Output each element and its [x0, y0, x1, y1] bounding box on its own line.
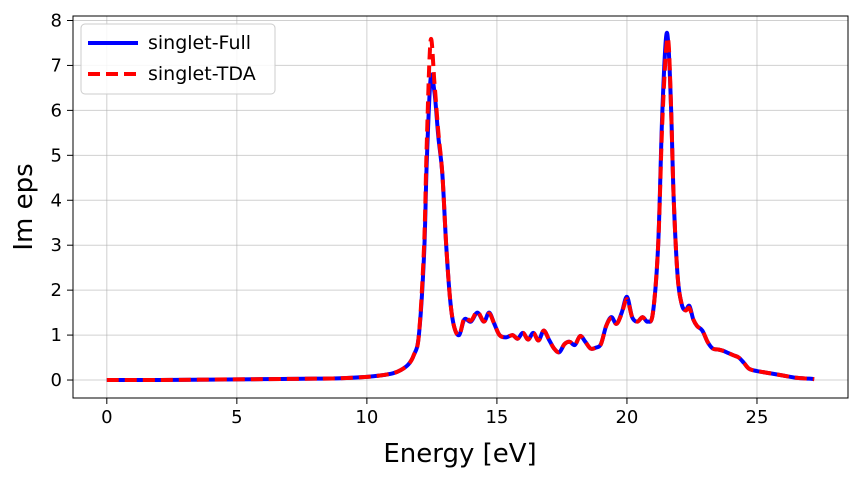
x-tick-label: 0	[101, 407, 112, 428]
y-axis-label: Im eps	[9, 163, 39, 250]
y-tick-label: 7	[51, 55, 62, 76]
series-line-singlet-full	[106, 30, 815, 383]
x-tick-label: 25	[746, 407, 769, 428]
y-tick-label: 0	[51, 370, 62, 391]
grid	[73, 16, 848, 398]
series-layer	[106, 30, 815, 383]
x-tick-label: 10	[355, 407, 378, 428]
legend-label-singlet-tda: singlet-TDA	[148, 63, 256, 85]
legend: singlet-Full singlet-TDA	[80, 23, 276, 95]
y-tick-label: 3	[51, 235, 62, 256]
y-ticks: 0 1 2 3 4 5 6 7 8	[51, 10, 73, 391]
y-tick-label: 1	[51, 325, 62, 346]
x-ticks: 0 5 10 15 20 25	[101, 398, 768, 428]
y-tick-label: 4	[51, 190, 62, 211]
plot-area-frame	[72, 15, 849, 399]
x-tick-label: 5	[231, 407, 242, 428]
y-tick-label: 2	[51, 280, 62, 301]
x-tick-label: 20	[615, 407, 638, 428]
y-tick-label: 8	[51, 10, 62, 31]
legend-label-singlet-full: singlet-Full	[148, 32, 251, 54]
x-tick-label: 15	[485, 407, 508, 428]
y-tick-label: 6	[51, 100, 62, 121]
x-axis-label: Energy [eV]	[383, 439, 536, 469]
y-tick-label: 5	[51, 145, 62, 166]
